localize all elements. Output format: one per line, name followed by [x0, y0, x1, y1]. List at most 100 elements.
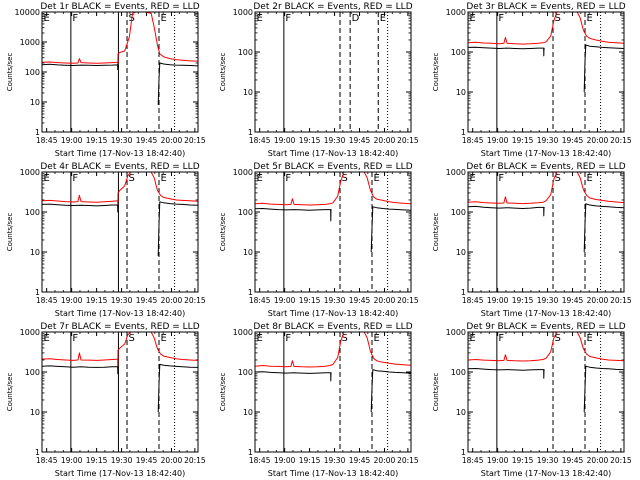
chart-panel-8: Det 8r BLACK = Events, RED = LLD Counts/s…	[219, 322, 419, 478]
event-marker-label: F	[72, 13, 78, 24]
chart-title: Det 5r BLACK = Events, RED = LLD	[253, 162, 412, 172]
x-tick-label: 19:30	[537, 296, 559, 305]
x-tick-label: 18:45	[249, 296, 271, 305]
y-axis-label: Counts/sec	[6, 213, 14, 252]
x-tick-label: 19:45	[349, 456, 371, 465]
x-axis-label: Start Time (17-Nov-13 18:42:40)	[55, 309, 185, 318]
event-marker-label: D	[352, 13, 360, 24]
y-tick-label: 1000	[233, 328, 253, 337]
y-tick-label: 10	[30, 248, 40, 257]
y-tick-label: 100	[25, 68, 40, 77]
series-events-line	[370, 206, 411, 253]
chart-title: Det 2r BLACK = Events, RED = LLD	[253, 2, 412, 12]
event-marker-label: E	[161, 173, 167, 184]
x-tick-label: 19:00	[487, 296, 509, 305]
x-tick-label: 19:30	[324, 296, 346, 305]
series-events-line	[157, 363, 198, 413]
plot-frame	[467, 171, 625, 293]
x-tick-label: 19:00	[274, 296, 296, 305]
series-lld-line	[255, 332, 411, 368]
series-group	[42, 332, 198, 413]
y-axis-label: Counts/sec	[219, 53, 227, 92]
x-tick-label: 20:00	[587, 136, 609, 145]
chart-panel-7: Det 7r BLACK = Events, RED = LLD Counts/s…	[6, 322, 206, 478]
y-axis-label: Counts/sec	[432, 373, 440, 412]
event-marker-label: E	[374, 333, 380, 344]
x-axis-label: Start Time (17-Nov-13 18:42:40)	[268, 309, 398, 318]
y-tick-label: 10	[243, 248, 253, 257]
event-marker-label: S	[129, 173, 135, 184]
series-events-line	[583, 203, 624, 253]
x-tick-label: 19:30	[537, 136, 559, 145]
y-tick-label: 1	[461, 448, 466, 457]
y-tick-label: 1000	[20, 168, 40, 177]
event-marker-label: E	[161, 333, 167, 344]
y-tick-label: 10	[243, 88, 253, 97]
chart-panel-3: Det 3r BLACK = Events, RED = LLD Counts/s…	[432, 2, 632, 158]
plot-frame	[254, 171, 412, 293]
event-marker-label: S	[555, 173, 561, 184]
x-tick-label: 20:15	[397, 296, 419, 305]
x-tick-label: 19:00	[61, 296, 83, 305]
series-lld-line	[42, 332, 198, 368]
y-tick-label: 100	[238, 48, 253, 57]
x-tick-label: 19:45	[562, 136, 584, 145]
plot-frame	[41, 331, 199, 453]
series-group	[468, 332, 624, 413]
x-tick-label: 19:45	[349, 296, 371, 305]
x-tick-label: 18:45	[249, 456, 271, 465]
event-marker-label: S	[555, 333, 561, 344]
chart-panel-1: Det 1r BLACK = Events, RED = LLD Counts/s…	[6, 2, 206, 158]
event-marker-label: E	[257, 333, 263, 344]
series-events-line	[42, 63, 119, 71]
x-axis-label: Start Time (17-Nov-13 18:42:40)	[55, 469, 185, 478]
plot-frame	[467, 331, 625, 453]
x-tick-label: 19:00	[274, 136, 296, 145]
x-tick-label: 20:00	[161, 136, 183, 145]
series-events-line	[468, 205, 545, 217]
x-tick-label: 20:15	[397, 136, 419, 145]
x-tick-label: 19:45	[562, 456, 584, 465]
chart-panel-5: Det 5r BLACK = Events, RED = LLD Counts/s…	[219, 162, 419, 318]
event-marker-label: S	[555, 13, 561, 24]
x-axis-label: Start Time (17-Nov-13 18:42:40)	[55, 149, 185, 158]
event-marker-label: S	[342, 333, 348, 344]
series-lld-line	[468, 332, 624, 362]
x-tick-label: 19:15	[86, 456, 108, 465]
event-marker-label: E	[587, 13, 593, 24]
series-events-line	[583, 365, 624, 413]
event-marker-label: F	[498, 13, 504, 24]
event-marker-label: E	[44, 173, 50, 184]
y-axis-label: Counts/sec	[219, 373, 227, 412]
x-tick-label: 19:00	[274, 456, 296, 465]
x-tick-label: 20:15	[610, 456, 632, 465]
x-tick-label: 20:00	[587, 456, 609, 465]
series-group	[42, 172, 198, 256]
event-marker-label: E	[470, 13, 476, 24]
event-marker-label: E	[161, 13, 167, 24]
series-group	[42, 12, 198, 105]
x-tick-label: 19:00	[61, 456, 83, 465]
event-marker-label: E	[587, 333, 593, 344]
x-tick-label: 20:00	[587, 296, 609, 305]
x-tick-label: 19:15	[512, 456, 534, 465]
event-marker-label: E	[44, 333, 50, 344]
x-axis-label: Start Time (17-Nov-13 18:42:40)	[268, 469, 398, 478]
event-marker-label: E	[587, 173, 593, 184]
y-tick-label: 1000	[20, 328, 40, 337]
x-tick-label: 19:00	[61, 136, 83, 145]
x-axis-label: Start Time (17-Nov-13 18:42:40)	[481, 309, 611, 318]
series-events-line	[255, 371, 332, 382]
event-marker-label: E	[44, 13, 50, 24]
y-tick-label: 10	[456, 88, 466, 97]
x-tick-label: 18:45	[249, 136, 271, 145]
series-events-line	[370, 369, 411, 413]
event-marker-label: E	[257, 13, 263, 24]
y-tick-label: 1000	[446, 328, 466, 337]
x-tick-label: 19:45	[136, 456, 158, 465]
y-tick-label: 1	[248, 288, 253, 297]
x-tick-label: 20:15	[610, 136, 632, 145]
y-tick-label: 10	[456, 408, 466, 417]
x-tick-label: 19:15	[86, 296, 108, 305]
